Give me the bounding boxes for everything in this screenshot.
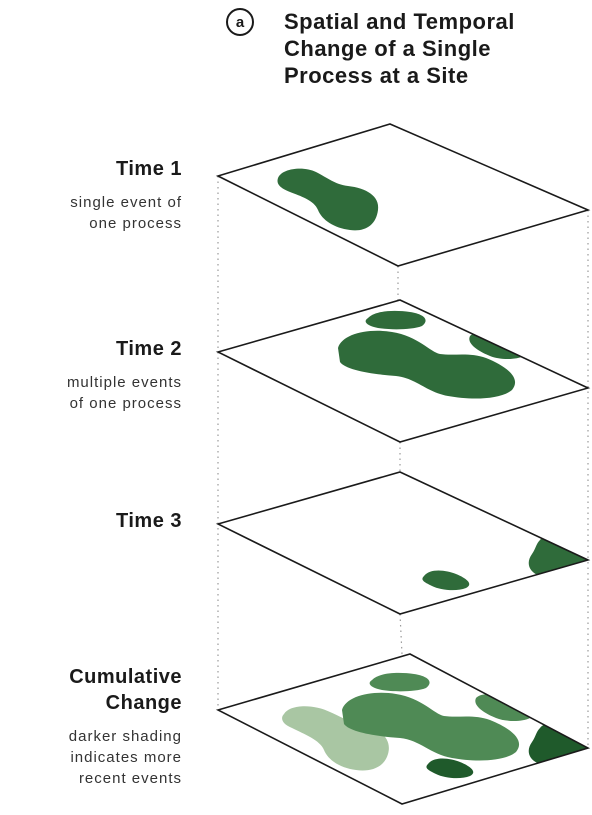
guide-line-center (399, 613, 403, 655)
heading-line: Change (105, 692, 182, 714)
description-line: one process (89, 215, 182, 232)
title-line: Process at a Site (284, 63, 469, 88)
plane-surface (218, 124, 588, 266)
heading-line: Cumulative (69, 666, 182, 688)
time2-heading: Time 2 (116, 338, 182, 360)
time2-plane (215, 299, 591, 443)
description-line: indicates more (70, 749, 182, 766)
time1-plane (215, 123, 591, 267)
time3-label: Time 3 (116, 508, 182, 534)
panel-badge: a (226, 8, 254, 36)
event-patch (277, 168, 379, 231)
plane-outline (215, 123, 591, 267)
time2-description: multiple events of one process (67, 372, 182, 414)
description-line: of one process (69, 395, 182, 412)
cumulative-description: darker shading indicates more recent eve… (69, 726, 182, 789)
event-patch-time2 (369, 672, 430, 692)
plane-outline (215, 299, 591, 443)
description-line: recent events (78, 770, 182, 787)
title-line: Change of a Single (284, 36, 492, 61)
event-patch-time1 (282, 706, 389, 771)
time3-heading: Time 3 (116, 510, 182, 532)
event-patch-time2 (475, 694, 530, 721)
vertical-guides (217, 176, 589, 748)
time1-label: Time 1 single event of one process (70, 156, 182, 234)
time1-description: single event of one process (70, 192, 182, 234)
event-patch (422, 570, 470, 591)
event-patch (338, 330, 516, 399)
plane-outline (215, 471, 591, 615)
time2-label: Time 2 multiple events of one process (67, 336, 182, 414)
plane-surface (218, 472, 588, 614)
title-line: Spatial and Temporal (284, 9, 515, 34)
cumulative-label: Cumulative Change darker shading indicat… (69, 664, 182, 789)
event-patch (365, 310, 426, 330)
plane-outline (215, 653, 591, 805)
event-patch-time2 (342, 692, 520, 761)
time1-heading: Time 1 (116, 158, 182, 180)
description-line: multiple events (66, 374, 182, 391)
cumulative-plane (215, 653, 591, 805)
cumulative-heading: Cumulative Change (69, 664, 182, 716)
description-line: single event of (70, 194, 182, 211)
diagram-title: Spatial and Temporal Change of a Single … (284, 8, 515, 89)
description-line: darker shading (68, 728, 182, 745)
event-patch-time3 (426, 758, 474, 779)
time3-plane (215, 471, 591, 615)
